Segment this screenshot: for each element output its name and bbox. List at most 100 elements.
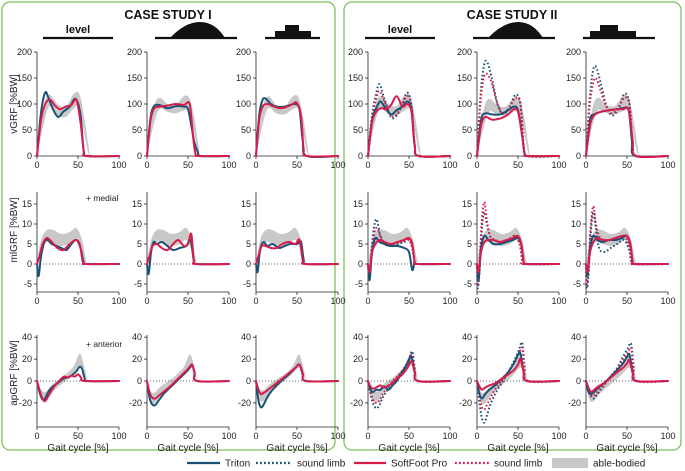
- legend-triton-sound-limb-label: sound limb: [297, 459, 346, 470]
- y-tick-label: 40: [241, 332, 251, 342]
- x-tick-label: 0: [144, 431, 149, 441]
- softfoot-sound-limb-line: [585, 76, 669, 158]
- legend-softfoot-sound-limb-label: sound limb: [494, 459, 543, 470]
- softfoot-pro-line: [36, 98, 120, 158]
- y-tick-label: 40: [571, 332, 581, 342]
- able-bodied-band: [586, 227, 668, 272]
- y-tick-label: 50: [241, 125, 251, 135]
- case-study-2-title: CASE STUDY II: [467, 8, 558, 22]
- y-tick-label: 150: [17, 73, 32, 83]
- y-tick-label: 10: [462, 219, 472, 229]
- panel-vgrf-case-study-i-uphill: 0 50 100 150 200 0 50 100: [127, 47, 237, 170]
- softfoot-pro-line: [255, 363, 339, 396]
- softfoot-pro-line: [36, 236, 120, 266]
- case-study-2-frame: [343, 1, 682, 451]
- x-tick-label: 100: [442, 296, 457, 306]
- x-tick-label: 0: [474, 296, 479, 306]
- softfoot-pro-line: [255, 238, 339, 266]
- x-tick-label: 0: [474, 431, 479, 441]
- x-tick-label: 100: [660, 160, 675, 170]
- y-tick-label: -5: [24, 279, 32, 289]
- x-tick-label: 50: [622, 296, 632, 306]
- x-tick-label: 100: [221, 296, 236, 306]
- y-tick-label: 0: [467, 151, 472, 161]
- y-tick-label: -5: [464, 279, 472, 289]
- y-tick-label: 5: [27, 239, 32, 249]
- y-tick-label: 5: [246, 239, 251, 249]
- y-tick-label: 50: [132, 125, 142, 135]
- panel-vgrf-case-study-i-step: 0 50 100 150 200 0 50 100: [236, 47, 346, 170]
- y-tick-label: 50: [462, 125, 472, 135]
- able-bodied-band: [37, 227, 119, 272]
- triton-line: [585, 106, 669, 159]
- x-tick-label: 50: [73, 296, 83, 306]
- triton-sound-limb-line: [367, 218, 451, 278]
- x-tick-label: 0: [365, 431, 370, 441]
- able-bodied-band: [477, 96, 559, 157]
- softfoot-pro-line: [367, 360, 451, 390]
- y-tick-label: 200: [566, 47, 581, 57]
- y-tick-label: 20: [241, 354, 251, 364]
- triton-line: [367, 355, 451, 393]
- y-tick-label: 15: [462, 199, 472, 209]
- y-tick-label: 150: [457, 73, 472, 83]
- panel-vgrf-case-study-ii-uphill: 0 50 100 150 200 0 50 100: [457, 47, 567, 170]
- medial-annotation: + medial: [86, 193, 118, 203]
- triton-line: [367, 100, 451, 158]
- y-tick-label: 5: [358, 239, 363, 249]
- level-condition-label-2: level: [388, 24, 412, 36]
- anterior-annotation: + anterior: [86, 339, 122, 349]
- y-tick-label: 0: [246, 259, 251, 269]
- y-tick-label: 20: [132, 354, 142, 364]
- y-tick-label: 10: [571, 219, 581, 229]
- y-tick-label: 150: [348, 73, 363, 83]
- x-tick-label: 0: [474, 160, 479, 170]
- x-tick-label: 100: [111, 431, 126, 441]
- y-tick-label: 150: [127, 73, 142, 83]
- y-tick-label: 0: [358, 376, 363, 386]
- x-axis-label: Gait cycle [%]: [378, 443, 439, 454]
- x-tick-label: 100: [442, 160, 457, 170]
- softfoot-pro-line: [255, 101, 339, 158]
- x-tick-label: 0: [365, 160, 370, 170]
- x-tick-label: 0: [253, 296, 258, 306]
- y-tick-label: 100: [457, 99, 472, 109]
- y-tick-label: 40: [462, 332, 472, 342]
- y-tick-label: 10: [241, 219, 251, 229]
- y-tick-label: 15: [353, 199, 363, 209]
- legend-able-bodied-label: able-bodied: [593, 459, 645, 470]
- uphill-condition-icon-1: [155, 22, 237, 40]
- able-bodied-band: [256, 227, 338, 272]
- x-tick-label: 50: [183, 431, 193, 441]
- x-tick-label: 50: [513, 431, 523, 441]
- y-tick-label: 20: [353, 354, 363, 364]
- y-tick-label: 0: [27, 259, 32, 269]
- level-condition-icon-2: level: [365, 24, 435, 40]
- level-condition-label-1: level: [66, 24, 90, 36]
- step-condition-icon-1: [265, 25, 320, 40]
- y-tick-label: -20: [568, 398, 581, 408]
- x-tick-label: 50: [183, 160, 193, 170]
- y-tick-label: 0: [576, 259, 581, 269]
- y-tick-label: 0: [467, 376, 472, 386]
- y-tick-label: -20: [129, 398, 142, 408]
- x-tick-label: 0: [34, 296, 39, 306]
- x-axis-label: Gait cycle [%]: [596, 443, 657, 454]
- x-tick-label: 0: [583, 431, 588, 441]
- x-tick-label: 50: [404, 431, 414, 441]
- y-tick-label: 15: [22, 199, 32, 209]
- softfoot-sound-limb-line: [367, 226, 451, 278]
- y-tick-label: 100: [127, 99, 142, 109]
- triton-line: [476, 234, 560, 282]
- x-tick-label: 100: [111, 296, 126, 306]
- y-tick-label: 50: [22, 125, 32, 135]
- softfoot-pro-line: [585, 106, 669, 159]
- x-tick-label: 50: [513, 296, 523, 306]
- y-tick-label: 150: [566, 73, 581, 83]
